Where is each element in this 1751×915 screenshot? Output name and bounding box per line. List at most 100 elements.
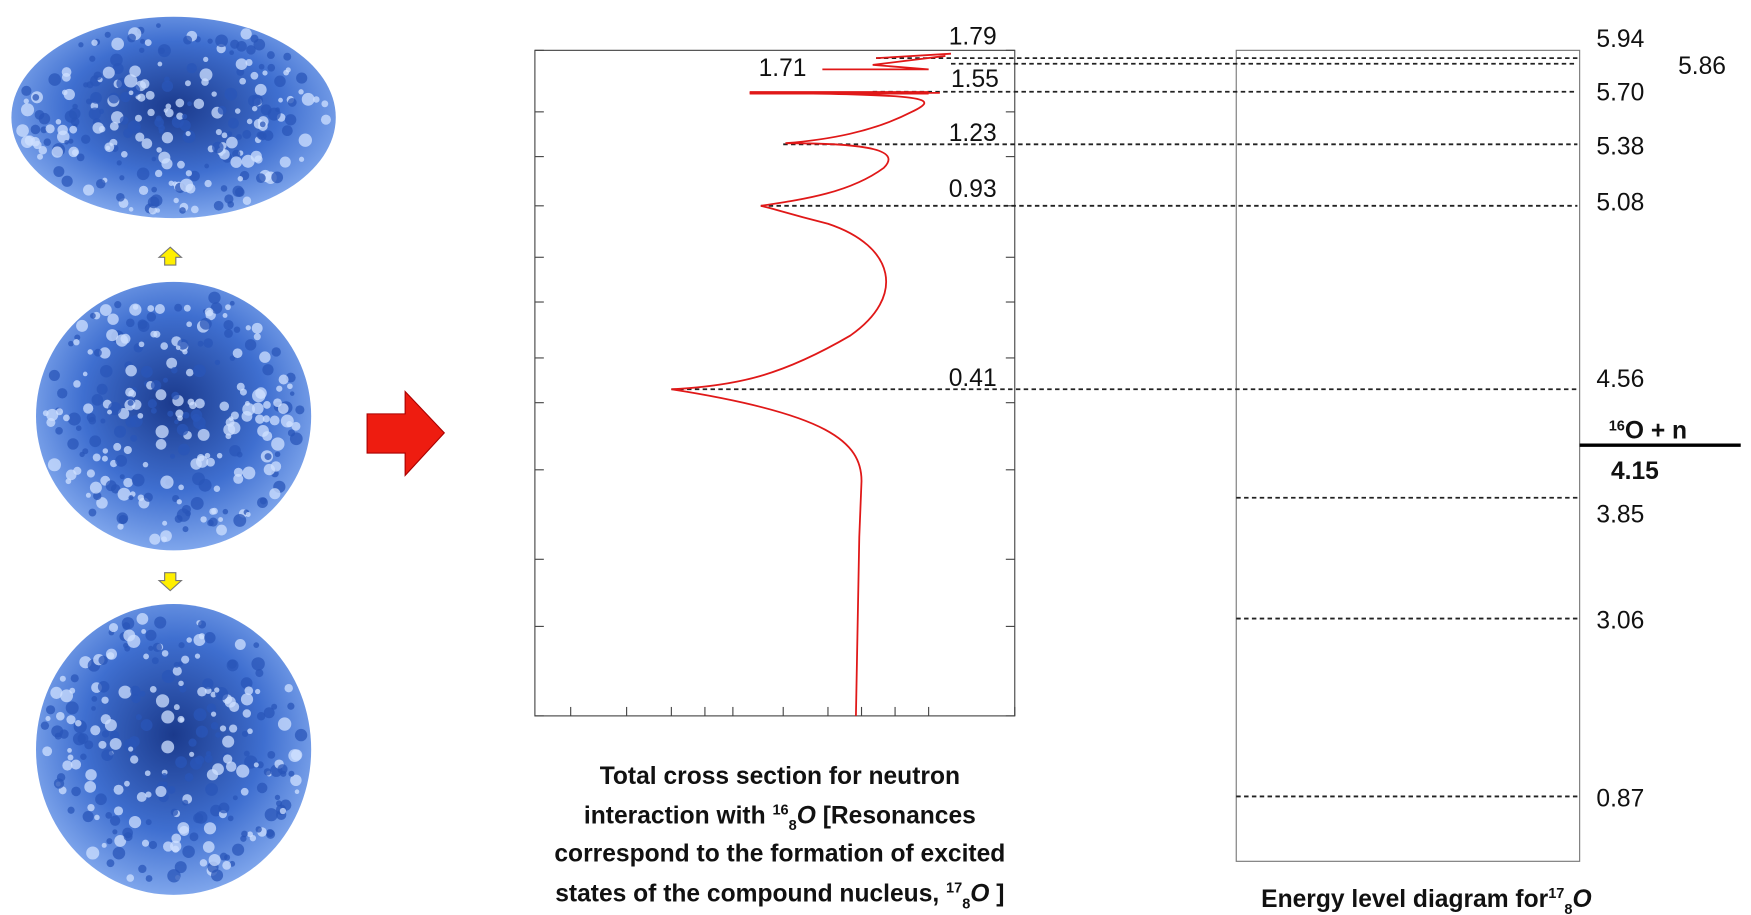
nucleon — [193, 417, 206, 430]
nuclei — [11, 17, 335, 895]
nucleon — [129, 304, 141, 316]
nucleon — [16, 124, 29, 137]
nucleon — [123, 478, 133, 488]
nucleon — [190, 832, 199, 841]
nucleon — [156, 147, 162, 153]
caption-text: O — [970, 881, 989, 908]
nucleon — [116, 193, 125, 202]
nucleon — [161, 710, 174, 723]
nucleon — [81, 135, 90, 144]
nucleon — [114, 785, 124, 795]
nucleon — [106, 838, 112, 844]
nucleon — [66, 701, 79, 714]
nucleon — [194, 708, 207, 721]
nucleon — [236, 134, 242, 140]
nucleon — [107, 859, 115, 867]
nucleon — [223, 509, 229, 515]
nucleon — [203, 57, 208, 62]
nucleon — [75, 720, 82, 727]
nucleon — [77, 153, 85, 161]
nucleon — [62, 67, 72, 77]
nucleon — [242, 411, 253, 422]
nucleon — [87, 804, 94, 811]
nucleon — [255, 84, 267, 96]
nucleon — [228, 118, 239, 129]
nucleon — [255, 387, 267, 399]
nucleon — [130, 755, 138, 763]
nucleon — [229, 724, 237, 732]
nucleon — [242, 130, 251, 139]
nucleon — [25, 135, 35, 145]
nucleon — [71, 759, 81, 769]
nucleon — [41, 721, 49, 729]
nucleon — [49, 370, 60, 381]
nucleon — [67, 438, 78, 449]
nucleon — [66, 715, 75, 724]
nucleon — [178, 444, 190, 456]
nucleon — [245, 339, 256, 350]
nucleon — [208, 292, 220, 304]
nucleon — [78, 42, 83, 47]
nucleon — [275, 107, 280, 112]
nucleon — [148, 646, 153, 651]
nucleon — [185, 511, 191, 517]
caption-text: Energy level diagram for — [1261, 886, 1548, 913]
nucleon — [102, 730, 109, 737]
nucleon — [216, 129, 222, 135]
nucleon — [21, 103, 34, 116]
threshold-text: O + n — [1625, 417, 1687, 444]
resonance-label: 1.23 — [949, 120, 997, 147]
nucleon — [112, 829, 117, 834]
nucleon — [214, 485, 220, 491]
nucleon — [99, 126, 105, 132]
nucleon — [237, 383, 245, 391]
nucleon — [102, 843, 107, 848]
nucleon — [107, 410, 112, 415]
nucleon — [145, 770, 151, 776]
nucleon — [149, 841, 157, 849]
nucleon — [209, 518, 218, 527]
nucleon — [128, 495, 133, 500]
nucleon — [255, 415, 264, 424]
nucleon — [313, 96, 320, 103]
nucleon — [137, 792, 147, 802]
nucleon — [243, 709, 251, 717]
nucleon — [87, 349, 92, 354]
nucleon — [143, 654, 149, 660]
nucleon — [259, 351, 270, 362]
nucleon — [87, 413, 96, 422]
nucleon — [95, 793, 107, 805]
nucleon — [290, 432, 303, 445]
nucleon — [285, 114, 296, 125]
level-label: 3.85 — [1596, 501, 1644, 528]
nucleon — [257, 783, 268, 794]
nucleon — [175, 99, 184, 108]
nucleon — [230, 156, 242, 168]
nucleon — [259, 64, 265, 70]
nucleon — [267, 64, 275, 72]
nucleon — [280, 156, 291, 167]
nucleon — [178, 681, 184, 687]
nucleon — [179, 717, 184, 722]
nucleon — [149, 534, 160, 545]
nucleon — [182, 800, 188, 806]
nucleon — [135, 115, 142, 122]
nucleon — [147, 109, 154, 116]
nucleon — [295, 405, 304, 414]
nucleon — [193, 813, 203, 823]
nucleon — [212, 763, 224, 775]
nucleon — [215, 360, 220, 365]
nucleon — [288, 98, 297, 107]
nucleon — [83, 184, 94, 195]
level-label: 5.38 — [1596, 133, 1644, 160]
nucleon — [124, 832, 133, 841]
level-label: 0.87 — [1596, 785, 1644, 812]
nucleon — [224, 194, 233, 203]
nucleon — [241, 28, 252, 39]
nucleon — [224, 329, 233, 338]
nucleon — [101, 697, 108, 704]
nucleon — [253, 39, 265, 51]
nucleon — [267, 51, 275, 59]
nucleon — [114, 806, 123, 815]
nucleon — [180, 120, 191, 131]
